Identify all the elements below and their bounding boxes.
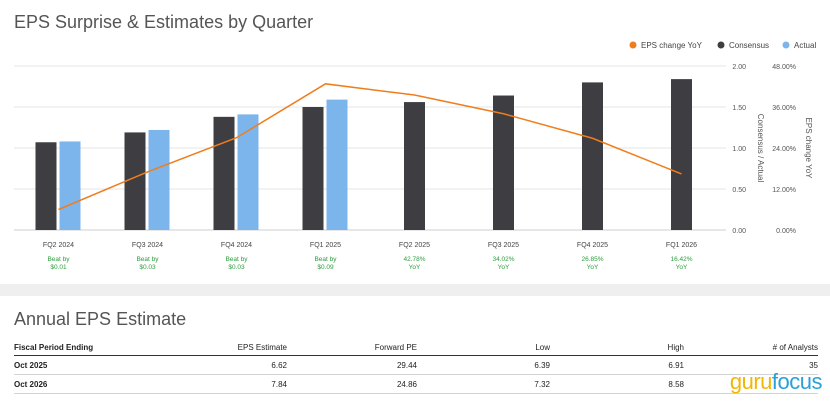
col-low: Low: [417, 339, 550, 356]
actual-bar: [237, 114, 259, 230]
annotation-line-1: Beat by: [47, 256, 70, 263]
cell-low: 7.32: [417, 374, 550, 394]
left-axis-tick-label: 0.50: [732, 187, 746, 194]
annotation-line-2: $0.09: [317, 264, 334, 271]
consensus-bar: [213, 116, 235, 230]
annotation-line-1: 16.42%: [670, 256, 692, 263]
annotation-line-2: YoY: [587, 264, 599, 271]
annotation-line-1: Beat by: [314, 256, 337, 263]
x-axis-tick-label: FQ2 2025: [399, 242, 430, 249]
x-axis-tick-label: FQ4 2024: [221, 242, 252, 249]
x-axis-tick-label: FQ2 2024: [43, 242, 74, 249]
col-eps-estimate: EPS Estimate: [164, 339, 287, 356]
annotation-line-2: $0.03: [228, 264, 245, 271]
right-axis-tick-label: 0.00%: [776, 228, 796, 235]
consensus-bar: [302, 107, 324, 230]
logo-part-guru: guru: [729, 369, 773, 394]
col-high: High: [550, 339, 684, 356]
cell-eps-estimate: 7.84: [164, 374, 287, 394]
eps-change-yoy-line: [58, 83, 682, 211]
consensus-bar: [404, 102, 425, 230]
cell-analysts: 35: [684, 355, 818, 375]
right-axis-tick-label: 36.00%: [772, 105, 796, 112]
annotation-line-1: Beat by: [225, 256, 248, 263]
x-axis-tick-label: FQ1 2026: [666, 242, 697, 249]
annotation-line-1: Beat by: [136, 256, 159, 263]
chart-title: EPS Surprise & Estimates by Quarter: [14, 12, 314, 32]
logo-part-focus: focus: [771, 369, 823, 394]
consensus-bar: [582, 82, 603, 231]
legend-eps-change-label: EPS change YoY: [641, 41, 703, 50]
annotation-line-2: YoY: [409, 264, 421, 271]
left-axis-title: Consensus / Actual: [756, 114, 765, 183]
cell-analysts: [684, 374, 818, 394]
gurufocus-logo: gurufocus: [729, 369, 823, 395]
consensus-bar: [35, 142, 57, 230]
annotation-line-2: YoY: [676, 264, 688, 271]
left-axis-tick-label: 1.00: [732, 146, 746, 153]
x-axis-tick-label: FQ4 2025: [577, 242, 608, 249]
left-axis-tick-label: 1.50: [732, 105, 746, 112]
actual-bar: [59, 141, 81, 230]
cell-period: Oct 2025: [14, 355, 164, 375]
actual-bar: [148, 129, 170, 230]
cell-forward-pe: 24.86: [287, 374, 417, 394]
eps-chart-card: EPS Surprise & Estimates by Quarter 0.00…: [0, 0, 830, 284]
cell-forward-pe: 29.44: [287, 355, 417, 375]
x-axis-tick-label: FQ1 2025: [310, 242, 341, 249]
legend-eps-change-marker: [629, 41, 637, 49]
cell-high: 8.58: [550, 374, 684, 394]
actual-bar: [326, 99, 348, 231]
right-axis-tick-label: 24.00%: [772, 146, 796, 153]
x-axis-tick-label: FQ3 2025: [488, 242, 519, 249]
col-fiscal-period: Fiscal Period Ending: [14, 339, 164, 356]
annual-eps-table: Fiscal Period Ending EPS Estimate Forwar…: [14, 339, 818, 394]
right-axis-tick-label: 48.00%: [772, 64, 796, 71]
table-header-row: Fiscal Period Ending EPS Estimate Forwar…: [14, 339, 818, 356]
consensus-bar: [671, 79, 692, 231]
table-row: Oct 2025 6.62 29.44 6.39 6.91 35: [14, 355, 818, 375]
consensus-bar: [493, 95, 514, 231]
legend-consensus-marker: [717, 41, 725, 49]
cell-high: 6.91: [550, 355, 684, 375]
annotation-line-2: YoY: [498, 264, 510, 271]
cell-eps-estimate: 6.62: [164, 355, 287, 375]
legend-actual-label: Actual: [794, 41, 816, 50]
x-axis-tick-label: FQ3 2024: [132, 242, 163, 249]
annotation-line-1: 34.02%: [492, 256, 514, 263]
col-analysts: # of Analysts: [684, 339, 818, 356]
annotation-line-1: 42.78%: [403, 256, 425, 263]
right-axis-title: EPS change YoY: [804, 118, 813, 180]
legend-actual-marker: [782, 41, 790, 49]
annotation-line-1: 26.85%: [581, 256, 603, 263]
legend-consensus-label: Consensus: [729, 41, 769, 50]
annotation-line-2: $0.03: [139, 264, 156, 271]
right-axis-tick-label: 12.00%: [772, 187, 796, 194]
annual-eps-card: Annual EPS Estimate Fiscal Period Ending…: [0, 296, 830, 409]
eps-chart: 0.00 0.50 1.00 1.50 2.00 0.00% 12.00% 24.00% 36.…: [14, 41, 816, 271]
consensus-bar: [124, 132, 146, 230]
annotation-line-2: $0.01: [50, 264, 67, 271]
left-axis-tick-label: 0.00: [732, 228, 746, 235]
cell-period: Oct 2026: [14, 374, 164, 394]
left-axis-tick-label: 2.00: [732, 64, 746, 71]
cell-low: 6.39: [417, 355, 550, 375]
table-row: Oct 2026 7.84 24.86 7.32 8.58: [14, 374, 818, 394]
annual-eps-title: Annual EPS Estimate: [14, 309, 187, 329]
col-forward-pe: Forward PE: [287, 339, 417, 356]
